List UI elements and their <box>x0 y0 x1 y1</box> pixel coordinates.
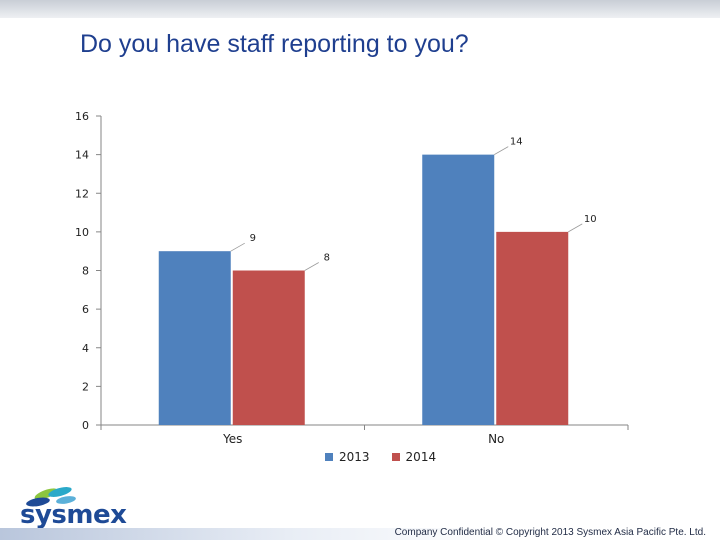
bar-2013-yes <box>158 251 231 425</box>
data-label: 10 <box>584 214 597 225</box>
footer-strip <box>0 528 720 540</box>
y-tick-label: 14 <box>75 149 89 162</box>
y-tick-label: 8 <box>82 265 89 278</box>
y-tick-label: 6 <box>82 303 89 316</box>
y-tick-label: 12 <box>75 187 89 200</box>
x-category-label: No <box>488 432 504 446</box>
y-tick-label: 16 <box>75 110 89 123</box>
y-tick-label: 10 <box>75 226 89 239</box>
y-tick-label: 0 <box>82 419 89 432</box>
sysmex-logo-icon <box>26 487 76 507</box>
data-label-leader <box>568 223 583 233</box>
bar-2014-no <box>496 231 569 425</box>
slide-title: Do you have staff reporting to you? <box>80 30 469 58</box>
y-tick-label: 4 <box>82 342 89 355</box>
data-label-leader <box>304 262 319 271</box>
data-label-leader <box>230 242 245 252</box>
legend-item-2013: 2013 <box>325 450 370 464</box>
legend-swatch-2014 <box>391 453 400 461</box>
bar-2014-yes <box>232 270 305 425</box>
data-label: 14 <box>510 137 523 148</box>
y-tick-label: 2 <box>82 380 89 393</box>
legend-item-2014: 2014 <box>391 450 437 464</box>
chart-legend: 2013 2014 <box>325 450 436 464</box>
x-category-label: Yes <box>222 432 242 446</box>
bar-2013-no <box>422 154 495 425</box>
logo-text: sysmex <box>20 500 127 530</box>
legend-label-2014: 2014 <box>405 450 437 464</box>
top-banner <box>0 0 720 18</box>
legend-label-2013: 2013 <box>339 450 370 464</box>
data-label: 8 <box>324 253 330 264</box>
footer-copyright: Company Confidential © Copyright 2013 Sy… <box>394 527 706 538</box>
data-label-leader <box>494 146 509 155</box>
legend-swatch-2013 <box>325 453 333 461</box>
data-label: 9 <box>250 233 256 244</box>
